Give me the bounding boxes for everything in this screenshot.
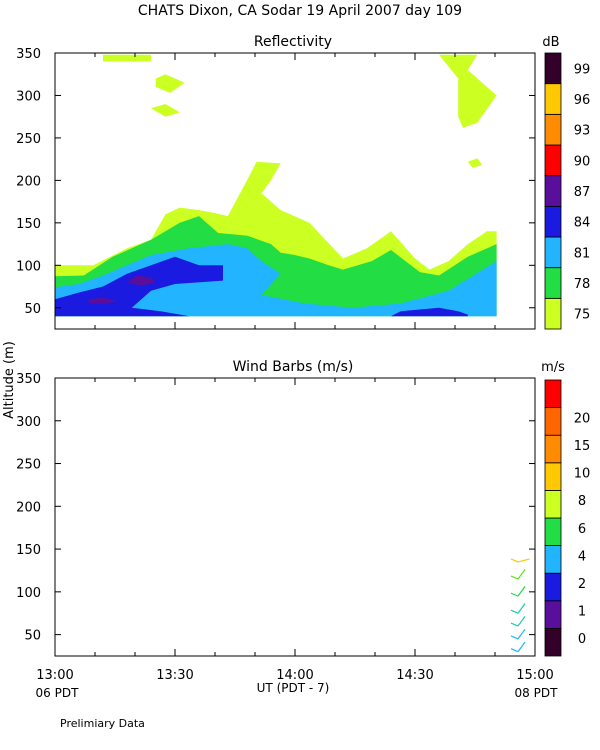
wind-barbs-x-axis: 13:00 13:30 14:00 14:30 15:00 (36, 378, 554, 683)
wind-barbs-plot-frame (54, 377, 536, 657)
y-tick-label: 150 (16, 217, 41, 232)
colorbar-swatch (544, 83, 562, 115)
colorbar-swatch (544, 267, 562, 299)
y-tick-label: 100 (16, 586, 41, 601)
colorbar-label: 0 (578, 632, 586, 647)
reflectivity-region-87db (127, 275, 156, 286)
wind-barb (510, 628, 526, 640)
wind-speed-colorbar: 0 1 2 4 6 8 10 15 20 (544, 379, 591, 657)
wind-barbs-colorbar-unit: m/s (541, 360, 565, 375)
y-tick-label: 150 (16, 543, 41, 558)
colorbar-label: 87 (574, 185, 591, 200)
page-title: CHATS Dixon, CA Sodar 19 April 2007 day … (138, 3, 462, 19)
x-tick-label: 14:30 (396, 668, 433, 683)
colorbar-label: 8 (578, 494, 586, 509)
wind-barb (510, 558, 530, 563)
wind-barbs-y-axis: 50 100 150 200 250 300 350 (16, 372, 535, 644)
reflectivity-y-axis: 50 100 150 200 250 300 350 (16, 47, 535, 317)
colorbar-swatch (544, 545, 562, 574)
colorbar-label: 20 (574, 411, 591, 426)
reflectivity-title: Reflectivity (254, 34, 332, 50)
wind-barb (510, 641, 526, 653)
y-tick-label: 300 (16, 89, 41, 104)
reflectivity-x-axis (54, 53, 536, 329)
colorbar-label: 15 (574, 439, 591, 454)
colorbar-swatch (544, 236, 562, 269)
colorbar-label: 75 (574, 308, 591, 323)
y-tick-label: 250 (16, 132, 41, 147)
y-tick-label: 200 (16, 174, 41, 189)
start-local-time: 06 PDT (36, 686, 80, 700)
footer-note: Prelimiary Data (60, 717, 145, 730)
colorbar-label: 2 (578, 577, 586, 592)
colorbar-swatch (544, 572, 562, 602)
colorbar-swatch (544, 489, 562, 519)
y-tick-label: 50 (24, 629, 41, 644)
colorbar-label: 10 (574, 467, 591, 482)
reflectivity-colorbar-unit: dB (542, 35, 559, 50)
x-axis-label: UT (PDT - 7) (257, 681, 330, 695)
colorbar-label: 4 (578, 549, 586, 564)
reflectivity-region-75db (439, 54, 497, 128)
colorbar-label: 6 (578, 522, 586, 537)
colorbar-label: 81 (574, 246, 591, 261)
colorbar-label: 96 (574, 93, 591, 108)
reflectivity-region-87db (88, 297, 118, 305)
reflectivity-region-75db (151, 104, 180, 117)
colorbar-swatch (544, 297, 562, 330)
colorbar-label: 78 (574, 277, 591, 292)
colorbar-swatch (544, 434, 562, 464)
wind-barbs (510, 558, 530, 653)
y-tick-label: 200 (16, 500, 41, 515)
colorbar-swatch (544, 144, 562, 177)
colorbar-swatch (544, 462, 562, 491)
wind-barb (510, 586, 526, 597)
y-tick-label: 100 (16, 259, 41, 274)
x-tick-label: 15:00 (516, 668, 553, 683)
y-tick-label: 350 (16, 47, 41, 62)
reflectivity-region-75db (467, 158, 483, 168)
end-local-time: 08 PDT (515, 686, 559, 700)
reflectivity-region-84db (391, 307, 468, 317)
colorbar-label: 1 (578, 605, 586, 620)
x-tick-label: 13:30 (156, 668, 193, 683)
y-tick-label: 50 (24, 302, 41, 317)
y-tick-label: 250 (16, 458, 41, 473)
colorbar-label: 84 (574, 216, 591, 231)
x-tick-label: 14:00 (276, 668, 313, 683)
reflectivity-region-75db (103, 54, 151, 62)
colorbar-swatch (544, 379, 562, 409)
wind-barbs-title: Wind Barbs (m/s) (233, 359, 354, 375)
reflectivity-colorbar: 75 78 81 84 87 90 93 96 99 (544, 52, 591, 330)
colorbar-swatch (544, 517, 562, 547)
colorbar-swatch (544, 205, 562, 238)
reflectivity-region-75db (155, 74, 185, 93)
y-tick-label: 300 (16, 415, 41, 430)
y-tick-label: 350 (16, 372, 41, 387)
colorbar-swatch (544, 175, 562, 207)
colorbar-swatch (544, 52, 562, 85)
colorbar-label: 90 (574, 154, 591, 169)
colorbar-swatch (544, 600, 562, 629)
colorbar-swatch (544, 407, 562, 436)
wind-barb (510, 616, 526, 627)
wind-barb (510, 603, 526, 614)
wind-barb (510, 568, 526, 580)
reflectivity-contours (55, 54, 497, 317)
x-tick-label: 13:00 (36, 668, 73, 683)
colorbar-label: 93 (574, 124, 591, 139)
colorbar-swatch (544, 113, 562, 146)
colorbar-label: 99 (574, 62, 591, 77)
y-axis-label: Altitude (m) (2, 341, 17, 419)
colorbar-swatch (544, 628, 562, 657)
